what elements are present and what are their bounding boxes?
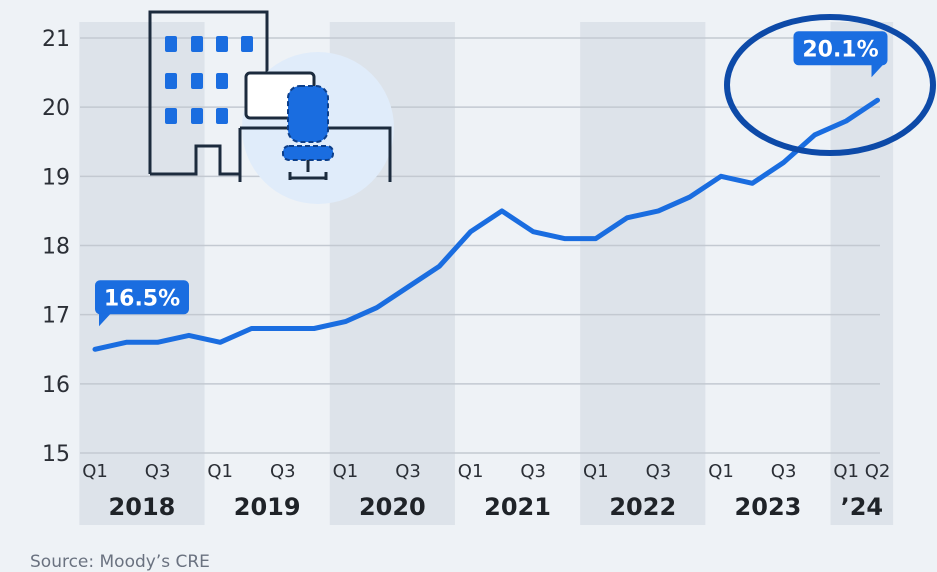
callouts: 16.5% 20.1% <box>95 31 888 327</box>
office-chair-icon <box>282 85 334 180</box>
x-tick-label: Q1 <box>708 461 734 482</box>
x-tick-label: Q1 <box>82 461 108 482</box>
y-tick-label: 18 <box>42 235 70 260</box>
x-tick-label: Q3 <box>395 461 421 482</box>
x-tick-label: Q1 <box>583 461 609 482</box>
year-label: 2018 <box>109 493 176 521</box>
y-axis-ticks: 15 16 17 18 19 20 21 <box>42 27 70 467</box>
x-tick-label: Q3 <box>646 461 672 482</box>
y-tick-label: 20 <box>42 96 70 121</box>
y-tick-label: 16 <box>42 373 70 398</box>
year-label: ’24 <box>841 493 884 521</box>
series-line <box>92 97 880 352</box>
highlight-circle <box>724 14 936 156</box>
callout-pointer <box>99 313 111 327</box>
y-tick-label: 21 <box>42 27 70 52</box>
year-label: 2021 <box>484 493 551 521</box>
callout-box <box>95 280 189 315</box>
x-axis-ticks: Q1 Q3 Q1 Q3 Q1 Q3 Q1 Q3 Q1 Q3 Q1 Q3 Q1 Q2 2018 2019 2020… <box>82 461 890 521</box>
source-note: Source: Moody’s CRE <box>30 552 210 572</box>
x-tick-label: Q3 <box>520 461 546 482</box>
callout-pointer <box>871 64 884 78</box>
x-tick-label: Q1 <box>333 461 359 482</box>
gridlines <box>80 37 880 454</box>
x-tick-label: Q3 <box>145 461 171 482</box>
year-label: 2023 <box>735 493 802 521</box>
callout-0: 16.5% <box>95 280 189 327</box>
y-tick-label: 19 <box>42 165 70 190</box>
x-tick-label: Q1 <box>833 461 859 482</box>
callout-label: 16.5% <box>104 286 180 311</box>
year-bands <box>79 22 894 525</box>
year-label: 2022 <box>609 493 676 521</box>
callout-box <box>793 31 888 66</box>
y-tick-label: 15 <box>42 442 70 467</box>
x-tick-label: Q3 <box>270 461 296 482</box>
x-tick-label: Q1 <box>207 461 233 482</box>
year-label: 2019 <box>234 493 301 521</box>
x-tick-label: Q3 <box>771 461 797 482</box>
x-tick-label: Q1 <box>458 461 484 482</box>
x-tick-label: Q2 <box>865 461 891 482</box>
year-label: 2020 <box>359 493 426 521</box>
callout-25: 20.1% <box>793 31 888 78</box>
office-illustration <box>148 10 394 204</box>
year-band-2022 <box>580 22 706 525</box>
year-band-’24 <box>830 22 894 525</box>
callout-label: 20.1% <box>802 37 878 62</box>
y-tick-label: 17 <box>42 304 70 329</box>
office-building-icon <box>148 10 269 176</box>
year-band-2018 <box>79 22 205 525</box>
